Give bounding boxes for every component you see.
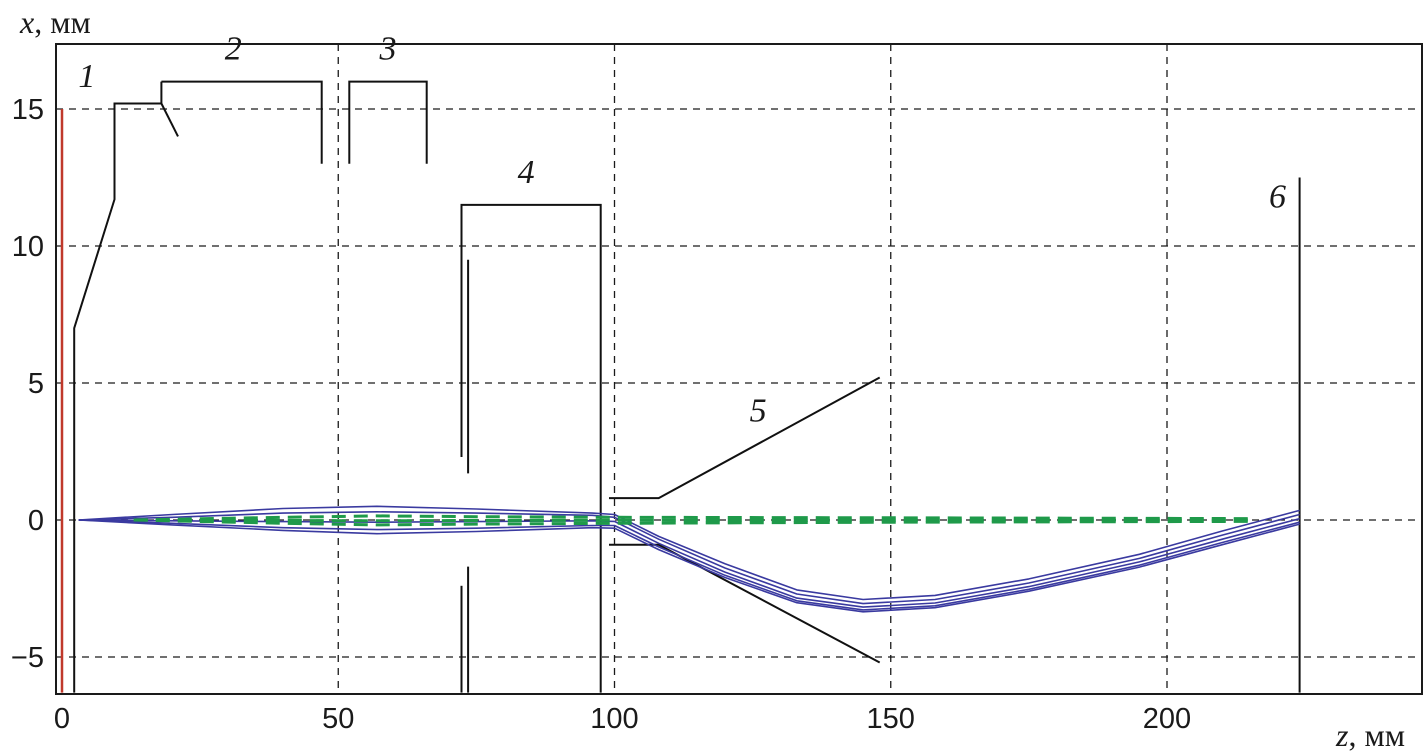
x-tick-label: 200 <box>1143 703 1191 735</box>
blue-trajectory <box>78 519 1300 613</box>
y-axis-variable: x <box>19 4 34 40</box>
x-axis-variable: z <box>1335 717 1349 753</box>
y-axis-title: x, мм <box>19 4 91 40</box>
electrode-layer <box>73 80 1301 693</box>
x-axis-unit: , мм <box>1348 717 1405 753</box>
x-tick-label: 0 <box>54 703 70 735</box>
trajectory-series-layer <box>78 505 1300 613</box>
annotation-label: 2 <box>225 31 242 68</box>
electrode-1 <box>73 81 163 693</box>
blue-trajectory <box>78 510 1300 605</box>
x-tick-label: 100 <box>590 703 638 735</box>
electrode-4-frame <box>460 203 602 693</box>
annotation-label: 4 <box>518 154 535 191</box>
y-tick-label: 5 <box>28 368 44 400</box>
green-trajectory <box>133 518 1250 527</box>
electrode-1-lip <box>160 103 179 137</box>
electrode-5-upper <box>609 376 881 500</box>
electrode-5-lower <box>609 543 881 664</box>
blue-trajectory <box>78 505 1300 601</box>
x-tick-label: 50 <box>322 703 354 735</box>
blue-trajectory <box>78 517 1300 608</box>
x-tick-label: 150 <box>867 703 915 735</box>
plot-frame <box>55 43 1423 695</box>
annotation-label: 6 <box>1269 179 1286 216</box>
x-axis-title: z, мм <box>1335 717 1405 753</box>
annotation-label: 5 <box>750 392 767 429</box>
y-tick-label: 0 <box>28 505 44 537</box>
annotation-label: 1 <box>78 58 95 95</box>
y-tick-label: 15 <box>12 94 44 126</box>
green-trajectory <box>133 514 1250 522</box>
green-trajectory <box>133 518 1250 523</box>
y-tick-label: −5 <box>11 642 44 674</box>
electrode-2 <box>161 80 323 164</box>
annotation-layer: 1 2 3 4 5 6 <box>78 31 1286 430</box>
y-tick-label: 10 <box>12 231 44 263</box>
y-axis-unit: , мм <box>34 4 91 40</box>
blue-trajectory <box>78 519 1300 611</box>
grid-layer <box>56 44 1422 694</box>
electrode-3 <box>348 80 428 164</box>
annotation-label: 3 <box>378 31 396 68</box>
